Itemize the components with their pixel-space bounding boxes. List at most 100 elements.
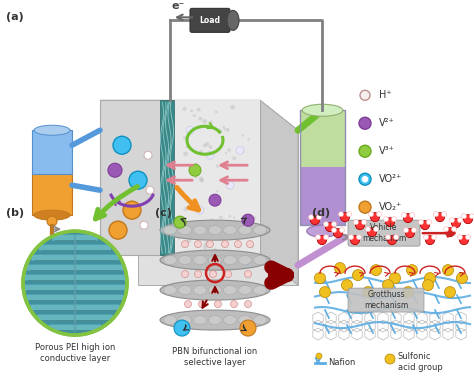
Circle shape	[359, 173, 371, 185]
Ellipse shape	[254, 286, 266, 295]
Circle shape	[446, 228, 455, 237]
Circle shape	[326, 223, 335, 232]
Ellipse shape	[160, 220, 270, 240]
Circle shape	[195, 176, 198, 179]
Circle shape	[250, 244, 254, 248]
Circle shape	[316, 235, 320, 240]
FancyBboxPatch shape	[100, 100, 260, 255]
Circle shape	[452, 227, 456, 232]
Ellipse shape	[224, 256, 237, 265]
Circle shape	[445, 286, 456, 298]
Circle shape	[189, 147, 192, 151]
Circle shape	[390, 273, 401, 284]
Circle shape	[177, 189, 181, 193]
Ellipse shape	[307, 225, 338, 237]
Circle shape	[227, 148, 231, 152]
Circle shape	[392, 217, 396, 222]
Circle shape	[354, 220, 358, 225]
FancyBboxPatch shape	[300, 167, 345, 225]
Circle shape	[334, 229, 343, 238]
Circle shape	[217, 166, 219, 168]
Circle shape	[423, 235, 428, 240]
FancyBboxPatch shape	[30, 305, 119, 311]
Circle shape	[182, 240, 189, 248]
Circle shape	[419, 220, 423, 225]
Ellipse shape	[179, 316, 191, 325]
Circle shape	[200, 178, 204, 183]
Circle shape	[202, 119, 207, 124]
Circle shape	[348, 235, 354, 240]
Text: Load: Load	[200, 16, 220, 25]
Circle shape	[356, 235, 362, 240]
Circle shape	[457, 218, 463, 223]
FancyBboxPatch shape	[174, 100, 260, 255]
Circle shape	[186, 221, 188, 223]
Circle shape	[217, 129, 222, 134]
Circle shape	[226, 182, 228, 184]
Circle shape	[193, 114, 196, 117]
Circle shape	[360, 90, 370, 100]
Circle shape	[323, 222, 328, 227]
Ellipse shape	[193, 316, 207, 325]
Ellipse shape	[224, 226, 237, 235]
Circle shape	[194, 240, 201, 248]
FancyBboxPatch shape	[49, 325, 101, 330]
Circle shape	[207, 240, 213, 248]
Circle shape	[335, 262, 346, 274]
Circle shape	[388, 235, 396, 245]
Ellipse shape	[164, 316, 176, 325]
Circle shape	[359, 145, 371, 157]
Polygon shape	[260, 100, 298, 285]
Circle shape	[176, 178, 179, 181]
Circle shape	[174, 320, 190, 336]
Circle shape	[356, 221, 365, 230]
Circle shape	[427, 220, 431, 225]
Text: (b): (b)	[6, 208, 24, 218]
Circle shape	[194, 271, 201, 278]
Circle shape	[245, 301, 252, 308]
Circle shape	[368, 212, 374, 217]
Circle shape	[310, 216, 319, 225]
Text: VO²⁺: VO²⁺	[379, 174, 402, 184]
Circle shape	[403, 228, 409, 233]
Text: H⁺: H⁺	[379, 90, 392, 100]
Text: V³⁺: V³⁺	[379, 146, 395, 156]
Circle shape	[203, 144, 206, 147]
Circle shape	[216, 190, 218, 192]
FancyBboxPatch shape	[348, 288, 424, 312]
Circle shape	[323, 235, 328, 240]
Circle shape	[47, 216, 57, 226]
Circle shape	[236, 240, 240, 245]
Circle shape	[204, 242, 208, 246]
Circle shape	[254, 217, 256, 219]
Circle shape	[190, 110, 193, 112]
Circle shape	[363, 286, 374, 298]
Circle shape	[422, 279, 434, 291]
Ellipse shape	[193, 256, 207, 265]
Circle shape	[225, 233, 229, 236]
Circle shape	[376, 212, 382, 217]
Circle shape	[211, 218, 214, 221]
Circle shape	[182, 271, 189, 278]
Ellipse shape	[34, 125, 70, 135]
Circle shape	[434, 212, 438, 217]
Circle shape	[371, 213, 380, 222]
Circle shape	[407, 265, 418, 276]
Ellipse shape	[179, 256, 191, 265]
Circle shape	[367, 228, 376, 237]
Circle shape	[365, 227, 371, 232]
Circle shape	[182, 107, 187, 111]
Ellipse shape	[179, 226, 191, 235]
Text: V²⁺: V²⁺	[379, 118, 395, 128]
Circle shape	[359, 117, 371, 129]
Circle shape	[240, 320, 256, 336]
FancyBboxPatch shape	[25, 284, 125, 291]
Circle shape	[436, 213, 445, 222]
Circle shape	[443, 265, 454, 276]
Circle shape	[340, 213, 349, 222]
Circle shape	[319, 286, 330, 298]
Circle shape	[239, 234, 242, 237]
Circle shape	[247, 138, 250, 141]
Circle shape	[186, 146, 189, 149]
Circle shape	[225, 230, 229, 234]
